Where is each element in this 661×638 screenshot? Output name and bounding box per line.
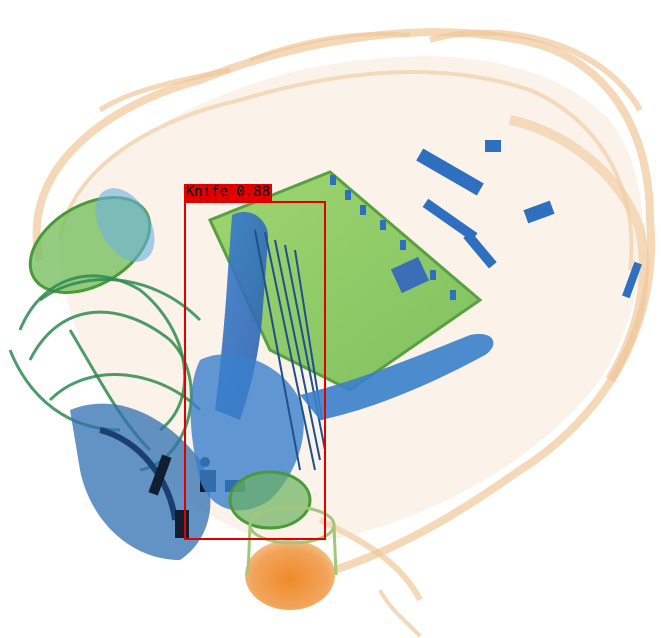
detection-label: Knife 0.88: [184, 184, 273, 201]
metal-fragments: [416, 140, 642, 299]
left-cylinder: [28, 188, 155, 294]
orange-cylinder: [245, 505, 338, 610]
circuit-board: [207, 170, 483, 392]
detection-bounding-box: [184, 201, 326, 540]
blade-right: [300, 334, 494, 420]
bottom-green-cylinder: [228, 470, 312, 530]
bag-organic-outline: [32, 28, 656, 638]
